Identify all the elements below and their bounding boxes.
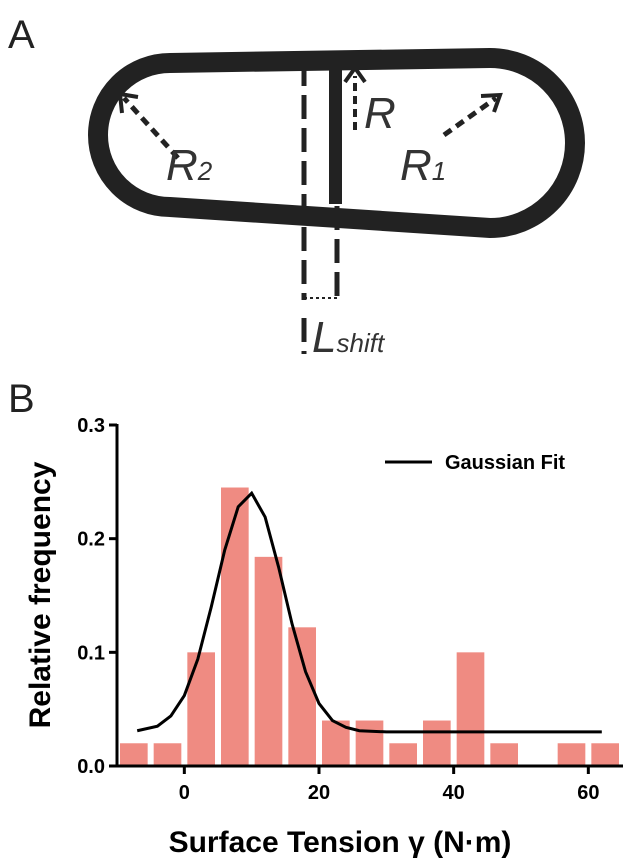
arrow-r1 xyxy=(442,95,498,138)
arrow-head xyxy=(343,64,367,84)
arrow-head xyxy=(117,91,139,114)
bar xyxy=(187,652,215,766)
panel-label: B xyxy=(8,377,35,421)
r-label: R xyxy=(364,89,396,138)
y-tick-label: 0.2 xyxy=(77,529,105,551)
l-sub: shift xyxy=(336,328,385,358)
r1-label: R1 xyxy=(400,141,446,190)
arrow-r2 xyxy=(122,96,180,160)
bar xyxy=(221,487,249,766)
r1-main: R xyxy=(400,141,432,190)
arrow-head xyxy=(480,92,503,113)
capsule xyxy=(88,47,585,239)
r2-main: R xyxy=(166,141,198,190)
y-axis-label: Relative frequency xyxy=(24,461,57,728)
y-tick-label: 0.0 xyxy=(77,756,105,778)
r2-label: R2 xyxy=(166,141,213,190)
capsule-diagram: R R2 R1 Lshift xyxy=(88,47,585,362)
x-tick-label: 0 xyxy=(179,782,190,804)
l-main: L xyxy=(312,313,336,362)
plot: Gaussian Fit 0.0 0.1 0.2 0.3 0 20 40 60 xyxy=(77,415,623,804)
bar xyxy=(288,627,316,766)
septum xyxy=(329,58,342,204)
x-tick-label: 20 xyxy=(308,782,330,804)
bar xyxy=(153,743,182,766)
r2-sub: 2 xyxy=(197,156,213,186)
lshift-label: Lshift xyxy=(312,313,386,362)
y-tick-label: 0.3 xyxy=(77,415,105,437)
fit-line xyxy=(136,490,602,734)
bar xyxy=(254,556,283,766)
bar xyxy=(591,743,619,766)
bar xyxy=(355,720,384,766)
x-axis-label: Surface Tension γ (N·m) xyxy=(169,826,512,859)
bar xyxy=(490,743,518,766)
y-tick-label: 0.1 xyxy=(77,642,105,664)
x-tick-label: 40 xyxy=(443,782,465,804)
x-tick-label: 60 xyxy=(577,782,599,804)
bar xyxy=(557,743,586,766)
panel-label: A xyxy=(8,13,35,57)
bar xyxy=(456,652,485,766)
r1-sub: 1 xyxy=(432,156,446,186)
bar xyxy=(389,743,417,766)
bar xyxy=(120,743,148,766)
bar xyxy=(423,720,451,766)
legend-label: Gaussian Fit xyxy=(445,452,565,474)
